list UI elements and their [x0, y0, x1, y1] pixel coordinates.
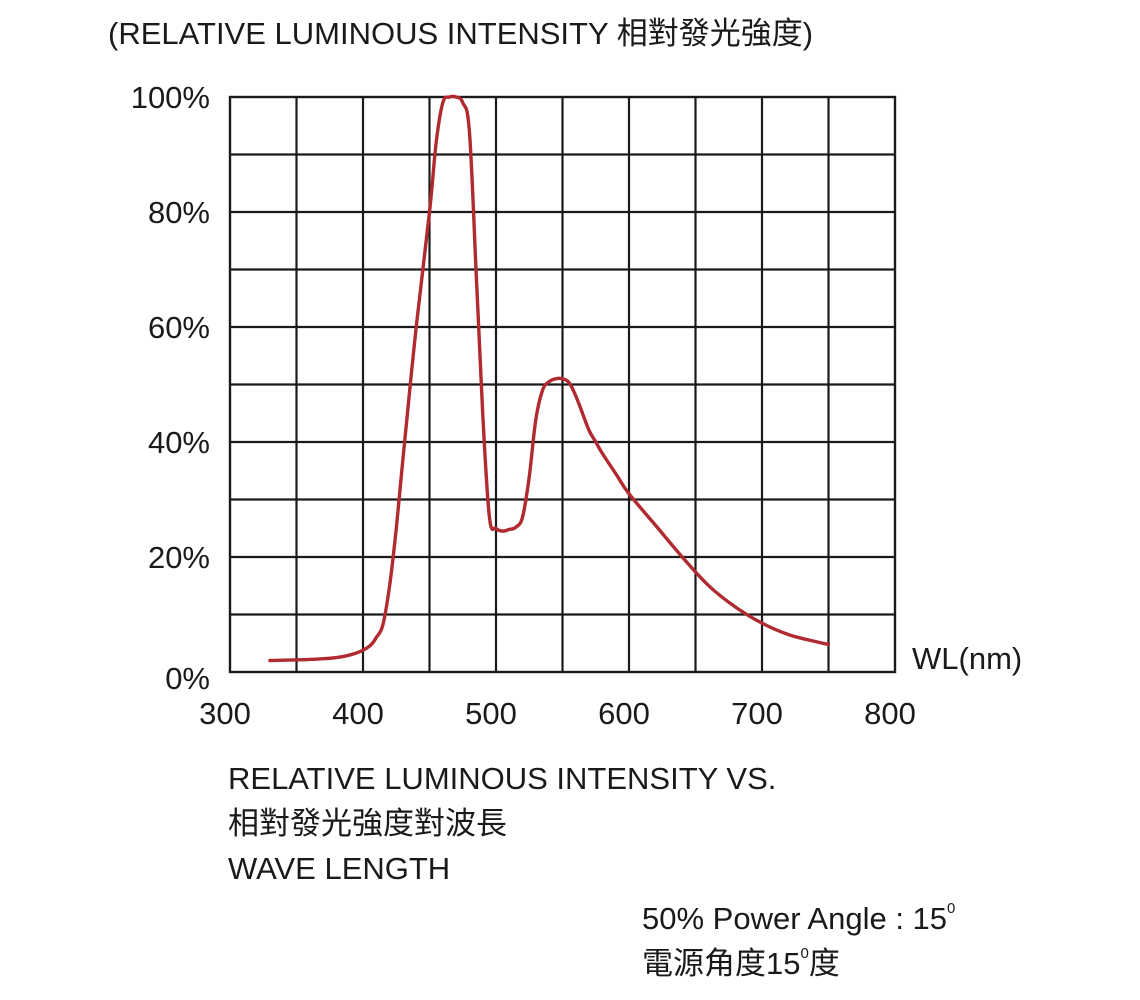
- x-tick-labels: 300 400 500 600 700 800: [199, 696, 916, 731]
- power-angle-note-cn: 電源角度150度: [642, 945, 840, 981]
- y-axis-label: (RELATIVE LUMINOUS INTENSITY 相對發光強度): [108, 16, 814, 51]
- power-angle-cn-suffix: 度: [808, 946, 840, 981]
- x-tick-label: 700: [731, 696, 783, 731]
- x-tick-label: 600: [598, 696, 650, 731]
- y-tick-label: 40%: [148, 425, 210, 460]
- plot-border: [228, 95, 897, 674]
- degree-mark-cn: 0: [800, 945, 809, 962]
- x-tick-label: 400: [332, 696, 384, 731]
- x-axis-label: WL(nm): [912, 641, 1023, 676]
- y-tick-label: 60%: [148, 310, 210, 345]
- chart-grid: [230, 97, 895, 672]
- y-tick-label: 0%: [165, 661, 210, 696]
- x-tick-label: 500: [465, 696, 517, 731]
- power-angle-text: 50% Power Angle : 15: [642, 901, 948, 936]
- caption-line-2: 相對發光強度對波長: [228, 806, 507, 841]
- series-line: [268, 94, 831, 663]
- series-group: [268, 94, 831, 663]
- power-angle-note: 50% Power Angle : 150: [642, 900, 956, 936]
- caption-line-1: RELATIVE LUMINOUS INTENSITY VS.: [228, 761, 777, 796]
- x-tick-label: 300: [199, 696, 251, 731]
- x-tick-label: 800: [864, 696, 916, 731]
- power-angle-cn-prefix: 電源角度15: [642, 946, 801, 981]
- y-tick-label: 20%: [148, 540, 210, 575]
- caption-line-3: WAVE LENGTH: [228, 851, 451, 886]
- y-tick-labels: 0% 20% 40% 60% 80% 100%: [131, 80, 210, 696]
- degree-mark: 0: [947, 900, 956, 917]
- y-tick-label: 100%: [131, 80, 210, 115]
- plot-frame: [228, 95, 897, 674]
- y-tick-label: 80%: [148, 195, 210, 230]
